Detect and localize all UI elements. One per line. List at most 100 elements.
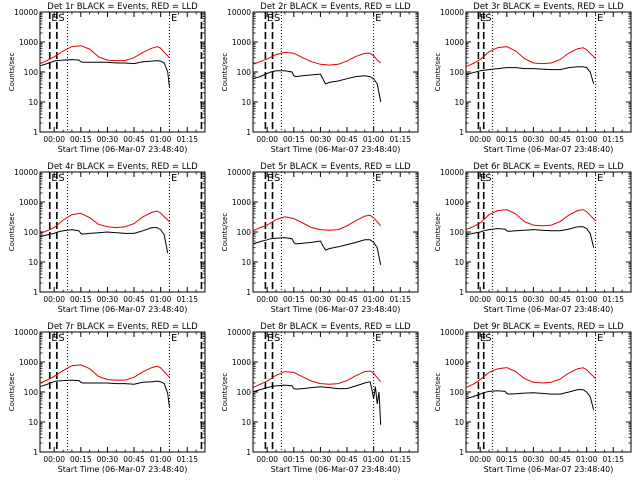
event-marker-label: E bbox=[171, 13, 177, 24]
plot-frame bbox=[252, 11, 419, 133]
y-axis-label: Counts/sec bbox=[8, 373, 16, 412]
x-tick-label: 01:00 bbox=[150, 295, 172, 304]
series-line-lld bbox=[39, 364, 170, 384]
x-tick-label: 00:45 bbox=[549, 295, 571, 304]
x-axis-label: Start Time (06-Mar-07 23:48:40) bbox=[484, 305, 614, 314]
x-tick-label: 00:45 bbox=[336, 135, 358, 144]
x-tick-label: 00:45 bbox=[336, 455, 358, 464]
x-axis-label: Start Time (06-Mar-07 23:48:40) bbox=[271, 465, 401, 474]
y-tick-label: 100 bbox=[237, 68, 252, 77]
event-marker-label: E bbox=[597, 13, 603, 24]
x-tick-label: 00:15 bbox=[283, 135, 305, 144]
panel-det-1: Det 1r BLACK = Events, RED = LLD 1 10 100 10… bbox=[8, 2, 206, 154]
plot-frame bbox=[39, 11, 206, 133]
x-tick-label: 01:15 bbox=[176, 455, 198, 464]
x-tick-label: 00:30 bbox=[310, 455, 332, 464]
x-tick-label: 00:45 bbox=[336, 295, 358, 304]
x-tick-label: 00:15 bbox=[496, 135, 518, 144]
series-line-events bbox=[252, 237, 382, 266]
x-tick-label: 00:45 bbox=[549, 455, 571, 464]
y-tick-label: 10 bbox=[454, 418, 464, 427]
x-tick-label: 00:30 bbox=[523, 135, 545, 144]
x-tick-label: 00:15 bbox=[283, 455, 305, 464]
y-tick-label: 10000 bbox=[14, 168, 38, 177]
x-tick-label: 00:15 bbox=[283, 295, 305, 304]
series-line-events bbox=[39, 379, 170, 408]
y-tick-label: 10 bbox=[454, 258, 464, 267]
x-tick-label: 01:15 bbox=[176, 295, 198, 304]
event-marker-label: E bbox=[597, 333, 603, 344]
x-tick-label: 00:00 bbox=[469, 295, 491, 304]
y-tick-label: 1000 bbox=[19, 358, 38, 367]
x-tick-label: 00:30 bbox=[310, 135, 332, 144]
series-line-events bbox=[465, 66, 595, 85]
series-line-lld bbox=[465, 367, 596, 389]
event-marker-label: S bbox=[274, 333, 280, 344]
x-tick-label: 01:00 bbox=[150, 135, 172, 144]
x-tick-label: 01:15 bbox=[176, 135, 198, 144]
y-tick-label: 1000 bbox=[445, 38, 464, 47]
x-tick-label: 00:15 bbox=[70, 455, 92, 464]
y-tick-label: 1000 bbox=[445, 358, 464, 367]
panel-det-6: Det 6r BLACK = Events, RED = LLD 1 10 100 10… bbox=[434, 162, 632, 314]
x-tick-label: 00:30 bbox=[310, 295, 332, 304]
x-tick-label: 00:30 bbox=[97, 135, 119, 144]
panel-title: Det 4r BLACK = Events, RED = LLD bbox=[47, 162, 198, 172]
y-tick-label: 10000 bbox=[440, 8, 464, 17]
event-marker-label: E bbox=[375, 173, 381, 184]
series-line-events bbox=[465, 226, 595, 248]
event-marker-label: S bbox=[58, 173, 64, 184]
panel-det-8: Det 8r BLACK = Events, RED = LLD 1 10 100 10… bbox=[221, 322, 419, 474]
y-tick-label: 100 bbox=[237, 388, 252, 397]
y-tick-label: 10 bbox=[28, 418, 38, 427]
panel-title: Det 6r BLACK = Events, RED = LLD bbox=[473, 162, 624, 172]
x-axis-label: Start Time (06-Mar-07 23:48:40) bbox=[58, 145, 188, 154]
event-marker-label: S bbox=[274, 173, 280, 184]
x-tick-label: 01:00 bbox=[576, 455, 598, 464]
panel-title: Det 9r BLACK = Events, RED = LLD bbox=[473, 322, 624, 332]
x-tick-label: 00:00 bbox=[469, 135, 491, 144]
x-axis-label: Start Time (06-Mar-07 23:48:40) bbox=[58, 305, 188, 314]
x-tick-label: 00:45 bbox=[123, 455, 145, 464]
y-axis-label: Counts/sec bbox=[434, 213, 442, 252]
x-tick-label: 00:30 bbox=[97, 455, 119, 464]
x-tick-label: 00:00 bbox=[256, 295, 278, 304]
series-line-lld bbox=[39, 210, 170, 234]
x-tick-label: 00:00 bbox=[469, 455, 491, 464]
y-tick-label: 10000 bbox=[227, 168, 251, 177]
series-line-lld bbox=[252, 51, 382, 66]
plot-frame bbox=[252, 331, 419, 453]
x-tick-label: 01:15 bbox=[602, 295, 624, 304]
x-tick-label: 01:00 bbox=[576, 295, 598, 304]
y-axis-label: Counts/sec bbox=[221, 373, 229, 412]
series-line-lld bbox=[252, 214, 382, 232]
panel-title: Det 8r BLACK = Events, RED = LLD bbox=[260, 322, 411, 332]
y-tick-label: 1000 bbox=[19, 198, 38, 207]
x-tick-label: 00:00 bbox=[43, 295, 65, 304]
plot-frame bbox=[465, 171, 632, 293]
x-tick-label: 00:45 bbox=[123, 295, 145, 304]
series-line-lld bbox=[465, 46, 596, 68]
y-tick-label: 1 bbox=[246, 128, 251, 137]
event-marker-label: S bbox=[58, 333, 64, 344]
series-line-events bbox=[39, 227, 169, 254]
event-marker-label: S bbox=[58, 13, 64, 24]
y-tick-label: 100 bbox=[237, 228, 252, 237]
event-marker-label: E bbox=[51, 173, 57, 184]
series-line-lld bbox=[252, 370, 382, 389]
panel-title: Det 5r BLACK = Events, RED = LLD bbox=[260, 162, 411, 172]
y-tick-label: 10000 bbox=[14, 328, 38, 337]
y-tick-label: 1 bbox=[459, 288, 464, 297]
y-tick-label: 10000 bbox=[227, 328, 251, 337]
x-tick-label: 01:00 bbox=[150, 455, 172, 464]
x-tick-label: 00:00 bbox=[256, 135, 278, 144]
x-tick-label: 00:15 bbox=[496, 295, 518, 304]
y-tick-label: 1000 bbox=[232, 198, 251, 207]
event-marker-label: S bbox=[485, 333, 491, 344]
event-marker-label: S bbox=[485, 173, 491, 184]
event-marker-label: E bbox=[597, 173, 603, 184]
y-tick-label: 1 bbox=[459, 128, 464, 137]
x-tick-label: 00:30 bbox=[97, 295, 119, 304]
